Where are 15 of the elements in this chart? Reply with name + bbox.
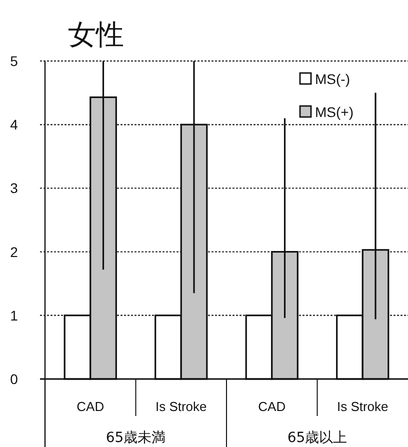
y-tick-label: 4 bbox=[10, 116, 18, 133]
x-tick-label: CAD bbox=[258, 399, 286, 414]
text: 65歳未満 bbox=[106, 430, 166, 446]
y-tick-label: 1 bbox=[10, 307, 18, 324]
x-tick-label: Is Stroke bbox=[336, 399, 388, 414]
legend-label: MS(-) bbox=[315, 71, 350, 87]
y-tick-label: 0 bbox=[10, 371, 18, 387]
text: 65歳以上 bbox=[287, 430, 348, 446]
chart-title: 女性 bbox=[68, 18, 124, 51]
x-tick-label: CAD bbox=[76, 399, 104, 414]
y-tick-label: 3 bbox=[10, 180, 18, 196]
y-tick-label: 5 bbox=[10, 53, 18, 69]
y-tick-label: 2 bbox=[10, 244, 18, 260]
legend-label: MS(+) bbox=[315, 104, 354, 120]
x-tick-label: Is Stroke bbox=[155, 399, 207, 414]
